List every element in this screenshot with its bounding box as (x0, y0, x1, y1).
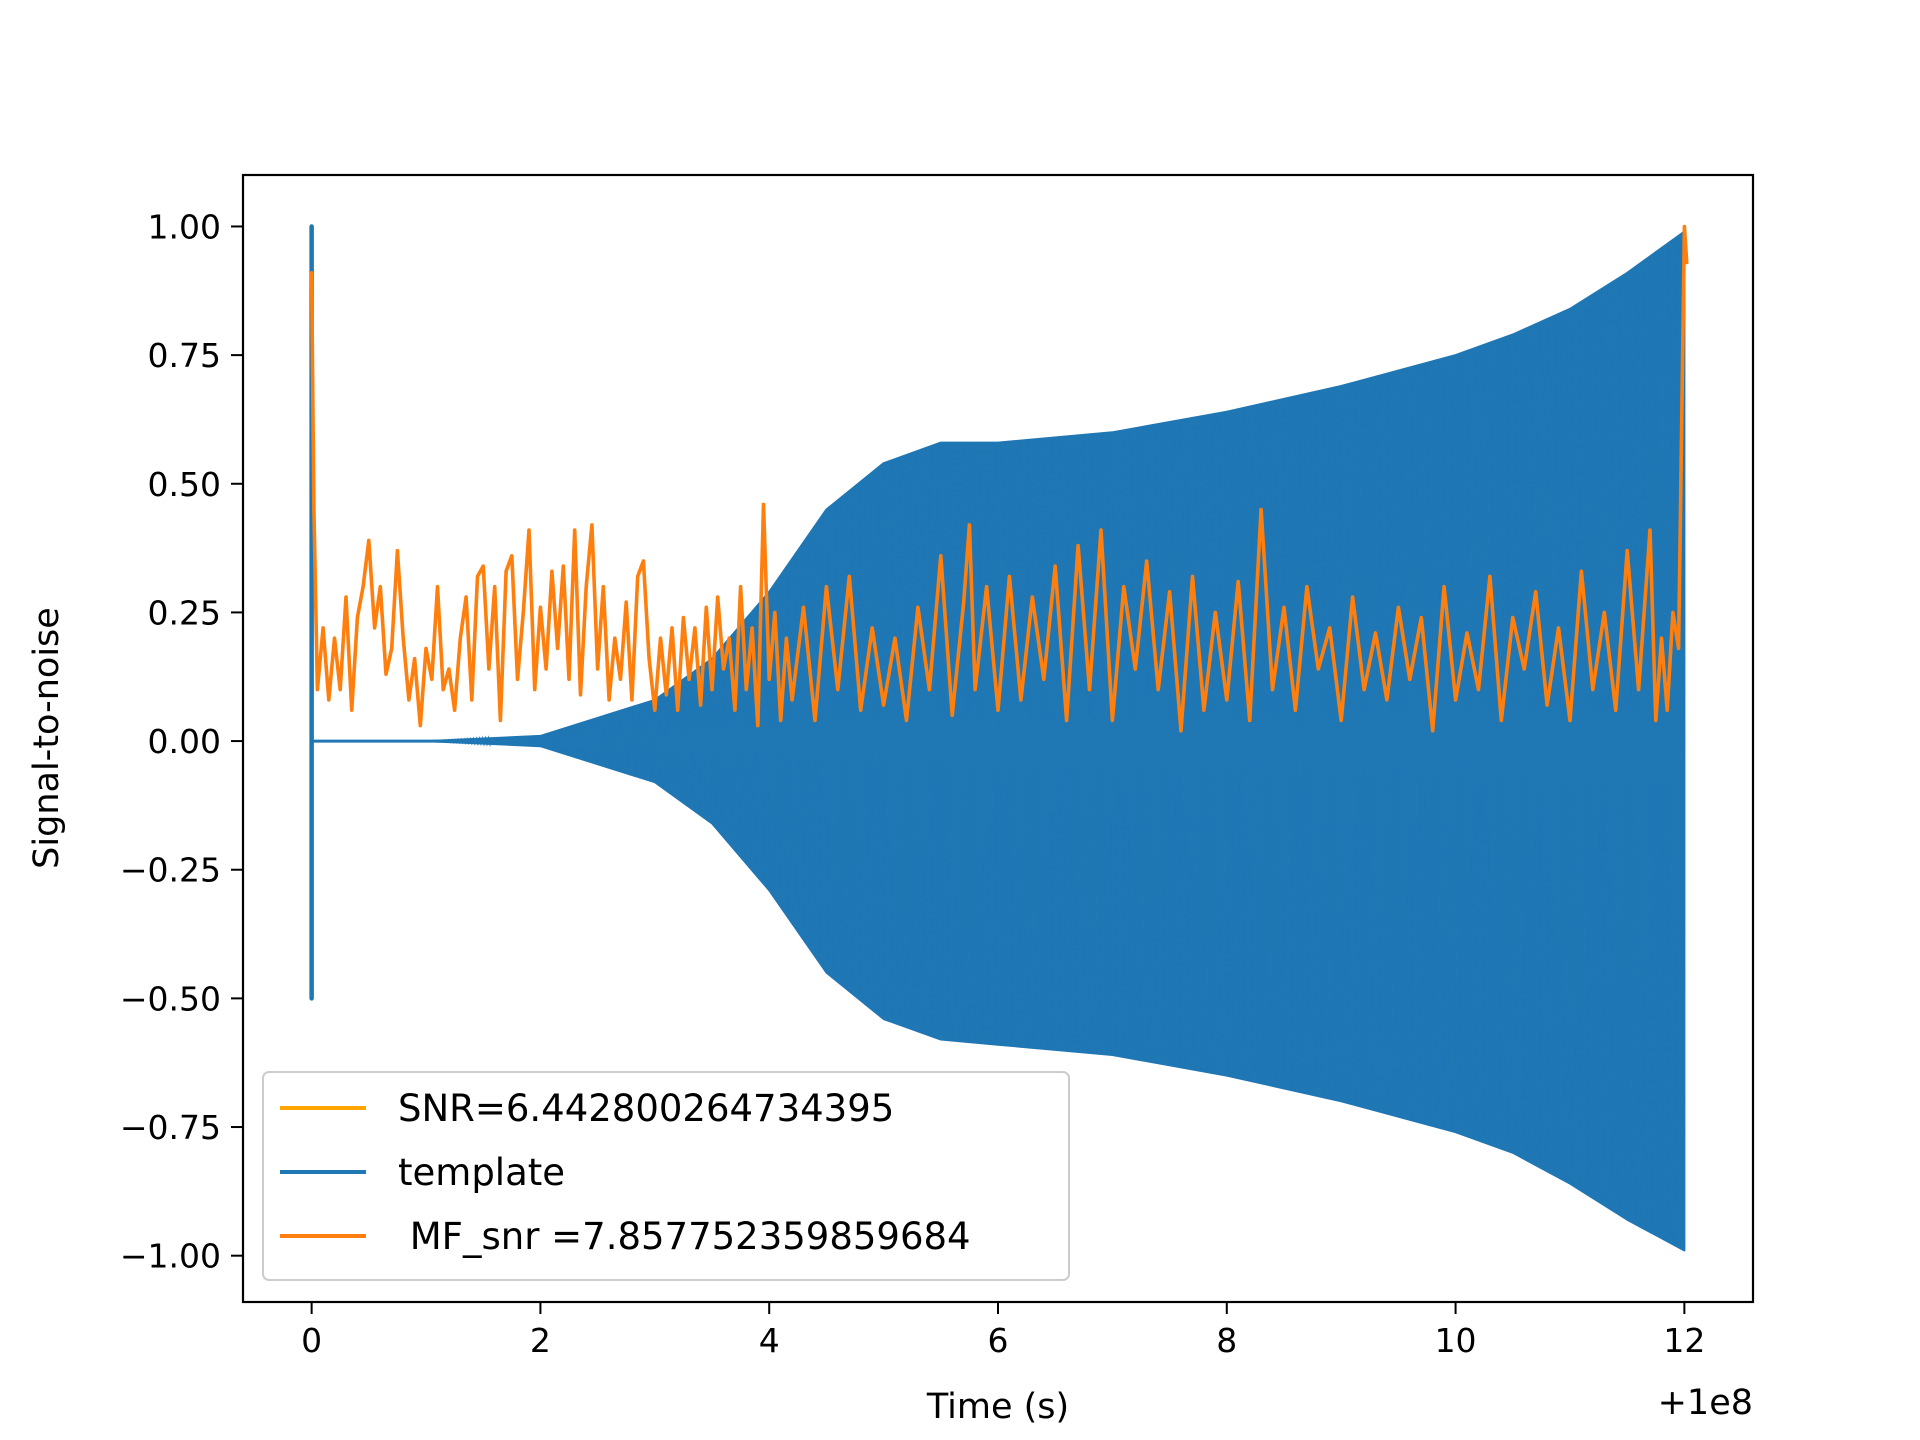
y-tick-label: −0.50 (120, 979, 221, 1018)
x-tick-label: 0 (301, 1321, 322, 1360)
x-axis-offset-label: +1e8 (1658, 1383, 1753, 1423)
x-tick-label: 8 (1216, 1321, 1237, 1360)
y-tick-label: 0.50 (148, 465, 221, 504)
y-axis-label: Signal-to-noise (27, 607, 67, 869)
y-tick-label: 0.75 (148, 336, 221, 375)
x-tick-label: 2 (530, 1321, 551, 1360)
legend-label: MF_snr =7.857752359859684 (398, 1215, 971, 1258)
legend-frame (262, 1071, 1070, 1281)
y-axis: 1.00 0.75 0.50 0.25 0.00 −0.25 −0.50 −0.75 −1.00 (120, 207, 243, 1276)
x-tick-label: 6 (988, 1321, 1009, 1360)
y-tick-label: 1.00 (148, 207, 221, 246)
x-tick-label: 4 (759, 1321, 780, 1360)
y-tick-label: 0.00 (148, 722, 221, 761)
plot-content (309, 224, 1689, 1252)
legend: SNR=6.442800264734395 template MF_snr =7.… (262, 1071, 1070, 1281)
x-tick-label: 12 (1663, 1321, 1705, 1360)
x-axis: 0 2 4 6 8 10 12 (301, 1302, 1705, 1360)
y-tick-label: −0.25 (120, 851, 221, 890)
y-tick-label: 0.25 (148, 593, 221, 632)
x-tick-label: 10 (1435, 1321, 1477, 1360)
x-axis-label: Time (s) (926, 1387, 1069, 1427)
legend-label: template (398, 1151, 565, 1194)
template-oscillation (311, 231, 1686, 1250)
y-tick-label: −1.00 (120, 1237, 221, 1276)
series-2 (309, 224, 1689, 733)
series-line (309, 224, 1689, 733)
y-tick-label: −0.75 (120, 1108, 221, 1147)
legend-label: SNR=6.442800264734395 (398, 1087, 894, 1130)
